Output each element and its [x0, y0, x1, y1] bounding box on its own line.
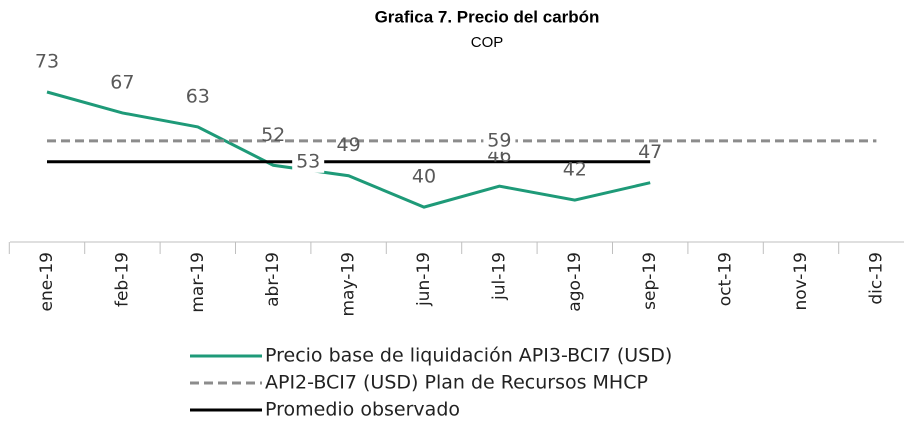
series-line [46, 90, 651, 209]
x-tick-label: abr-19 [263, 252, 283, 307]
data-label: 63 [186, 85, 210, 107]
data-label: 53 [296, 150, 320, 172]
data-label: 67 [110, 71, 134, 93]
x-tick-label: oct-19 [716, 252, 736, 306]
label-background [292, 150, 325, 173]
x-tick-label: ago-19 [565, 252, 585, 312]
label-background [483, 129, 516, 152]
data-label: 73 [35, 50, 59, 72]
x-tick-label: ene-19 [37, 252, 57, 311]
data-label: 40 [412, 166, 436, 188]
x-tick-label: may-19 [339, 252, 359, 317]
x-tick-label: nov-19 [791, 252, 811, 311]
x-tick-label: jun-19 [414, 252, 434, 307]
data-label: 59 [487, 129, 511, 151]
x-tick-label: feb-19 [112, 252, 132, 307]
legend-label: Precio base de liquidación API3-BCI7 (US… [265, 345, 672, 367]
chart-subtitle: COP [471, 34, 504, 51]
x-tick-label: sep-19 [640, 252, 660, 310]
data-label: 49 [337, 134, 361, 156]
x-tick-label: dic-19 [866, 252, 886, 305]
legend-label: API2-BCI7 (USD) Plan de Recursos MHCP [265, 372, 648, 394]
x-tick-label: jul-19 [489, 252, 509, 301]
data-label: 52 [261, 124, 285, 146]
legend-label: Promedio observado [265, 399, 460, 421]
chart-title: Grafica 7. Precio del carbón [375, 7, 600, 26]
x-tick-label: mar-19 [188, 252, 208, 313]
data-label: 47 [638, 141, 662, 163]
data-label: 42 [563, 159, 587, 181]
